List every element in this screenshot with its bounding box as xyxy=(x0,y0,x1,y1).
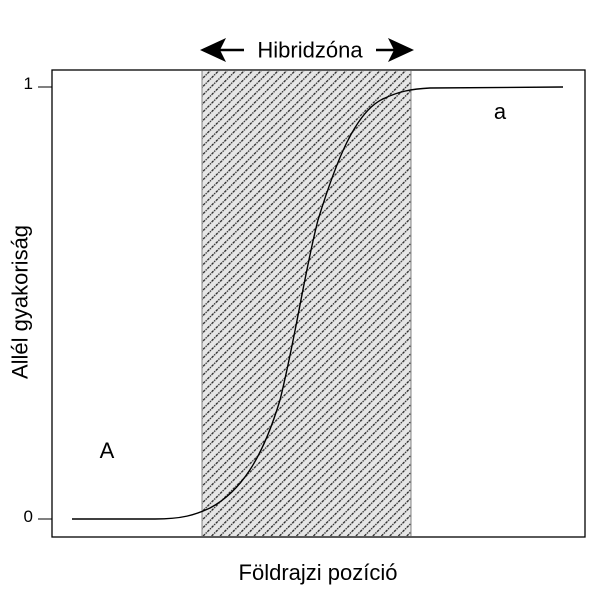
allele-label-a: a xyxy=(494,99,507,124)
allele-label-A: A xyxy=(100,438,115,463)
y-tick-label-0: 0 xyxy=(24,507,33,526)
plot-frame xyxy=(51,69,586,538)
x-axis-title: Földrajzi pozíció xyxy=(239,560,398,585)
y-tick-label-1: 1 xyxy=(24,74,33,93)
arrow-left-head xyxy=(200,38,226,62)
y-axis-title: Allél gyakoriság xyxy=(8,225,33,379)
hybrid-zone-arrow xyxy=(200,38,414,62)
hybrid-zone-label: Hibridzóna xyxy=(257,38,363,63)
arrow-right-head xyxy=(388,38,414,62)
allele-frequency-curve xyxy=(72,86,564,520)
hybrid-zone-band xyxy=(202,71,411,536)
